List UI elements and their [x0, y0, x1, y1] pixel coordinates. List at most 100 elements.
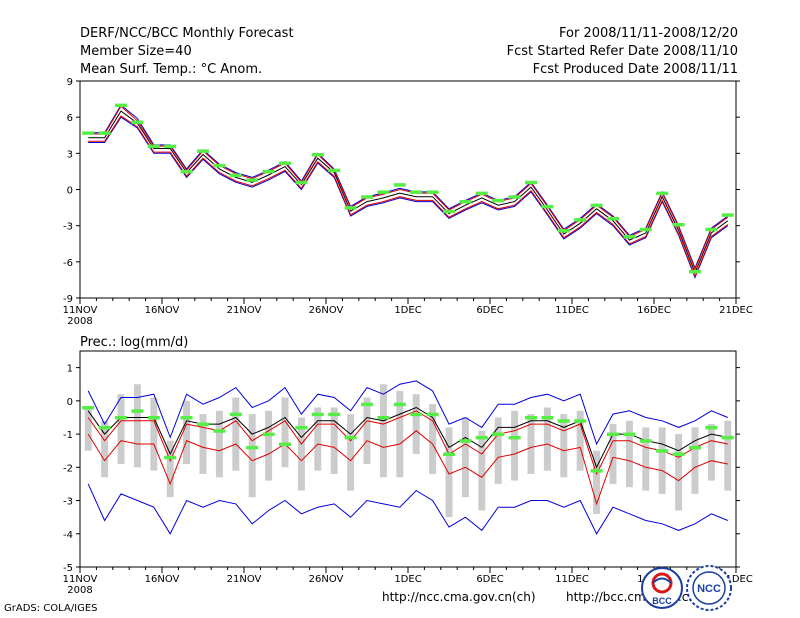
forecast-marker: [525, 415, 537, 420]
series-max-line: [88, 104, 729, 270]
series-min-line: [87, 483, 728, 535]
forecast-marker: [508, 435, 521, 440]
forecast-marker: [115, 415, 127, 420]
spread-bar: [330, 407, 338, 474]
series-mean-line: [87, 406, 728, 469]
forecast-marker: [344, 206, 357, 210]
forecast-marker: [492, 198, 505, 203]
axis-frame: [79, 80, 737, 299]
forecast-marker: [377, 190, 390, 194]
forecast-marker: [213, 163, 226, 168]
forecast-marker: [705, 425, 718, 430]
bcc-logo-text: BCC: [652, 596, 672, 606]
forecast-marker: [410, 190, 423, 194]
spread-bar: [658, 427, 666, 494]
spread-bar: [412, 394, 420, 455]
spread-bar: [133, 384, 141, 468]
spread-bar: [150, 397, 158, 471]
produced-date-label: Fcst Produced Date 2008/11/11: [532, 62, 738, 77]
forecast-marker: [426, 190, 439, 194]
spread-bar: [379, 384, 387, 478]
spread-bar: [527, 414, 535, 474]
grads-credit: GrADS: COLA/IGES: [4, 603, 98, 614]
series-min-line: [88, 116, 729, 279]
forecast-marker: [639, 439, 652, 443]
forecast-marker: [311, 153, 324, 157]
x-tick-label: 16DEC: [637, 305, 671, 316]
x-tick-label: 21DEC: [719, 305, 753, 316]
x-year-label: 2008: [67, 585, 92, 596]
forecast-marker: [279, 161, 291, 165]
spread-bar: [281, 397, 289, 468]
spread-bar: [593, 450, 601, 514]
forecast-marker: [443, 209, 455, 214]
forecast-marker: [426, 412, 439, 417]
forecast-marker: [557, 419, 570, 423]
forecast-marker: [590, 469, 603, 473]
forecast-marker: [361, 402, 373, 407]
forecast-marker: [541, 204, 554, 209]
spread-bar: [183, 400, 191, 464]
axis-frame: [79, 350, 737, 568]
y-tick-label: -2: [63, 463, 73, 474]
forecast-marker: [131, 120, 144, 124]
forecast-marker: [410, 412, 423, 417]
forecast-marker: [82, 405, 95, 410]
forecast-marker: [607, 216, 619, 221]
forecast-marker: [213, 429, 226, 433]
forecast-marker: [131, 409, 144, 413]
x-tick-label: 16NOV: [145, 305, 180, 316]
series-upper-line: [88, 105, 729, 271]
forecast-marker: [328, 168, 341, 173]
start-date-label: Fcst Started Refer Date 2008/11/10: [506, 44, 738, 59]
forecast-marker: [541, 415, 554, 420]
forecast-marker: [721, 213, 734, 217]
spread-bar: [166, 440, 174, 498]
forecast-marker: [689, 269, 701, 274]
spread-bar: [707, 424, 715, 481]
forecast-marker: [229, 173, 242, 178]
forecast-marker: [262, 169, 275, 174]
spread-bar: [511, 410, 519, 481]
y-tick-label: -3: [63, 497, 73, 508]
spread-bar: [265, 410, 273, 481]
x-tick-label: 11DEC: [555, 574, 589, 585]
spread-bar: [461, 417, 469, 498]
y-tick-label: -9: [63, 294, 73, 305]
y-tick-label: -4: [63, 530, 73, 541]
spread-bar: [429, 404, 437, 474]
ncc-url-link[interactable]: http://ncc.cma.gov.cn(ch): [382, 590, 536, 604]
forecast-marker: [492, 432, 505, 437]
forecast-marker: [574, 218, 587, 222]
forecast-marker: [197, 422, 209, 427]
forecast-marker: [525, 180, 537, 185]
forecast-marker: [295, 180, 308, 185]
spread-bar: [642, 427, 650, 491]
variable-label: Mean Surf. Temp.: °C Anom.: [80, 62, 263, 77]
x-tick-label: 21DEC: [719, 574, 753, 585]
forecast-marker: [705, 227, 718, 232]
spread-bar: [215, 410, 223, 478]
x-tick-label: 21NOV: [227, 574, 262, 585]
forecast-marker: [295, 425, 308, 430]
forecast-marker: [557, 228, 570, 233]
forecast-marker: [361, 195, 373, 199]
y-tick-label: -3: [63, 222, 73, 233]
forecast-marker: [623, 235, 636, 239]
prec-title: Prec.: log(mm/d): [80, 335, 188, 350]
forecast-marker: [574, 419, 587, 423]
chart-title: DERF/NCC/BCC Monthly Forecast: [80, 26, 294, 41]
x-tick-label: 6DEC: [476, 574, 503, 585]
x-tick-label: 6DEC: [476, 305, 503, 316]
forecast-marker: [147, 415, 160, 420]
forecast-marker: [229, 412, 242, 417]
x-tick-label: 26NOV: [309, 574, 344, 585]
spread-bar: [724, 420, 732, 491]
forecast-marker: [590, 203, 603, 208]
forecast-marker: [82, 131, 95, 135]
forecast-marker: [639, 227, 652, 232]
series-upper-line: [87, 410, 728, 476]
spread-bar: [248, 414, 256, 498]
y-tick-label: 9: [67, 77, 73, 88]
spread-bar: [101, 420, 109, 478]
